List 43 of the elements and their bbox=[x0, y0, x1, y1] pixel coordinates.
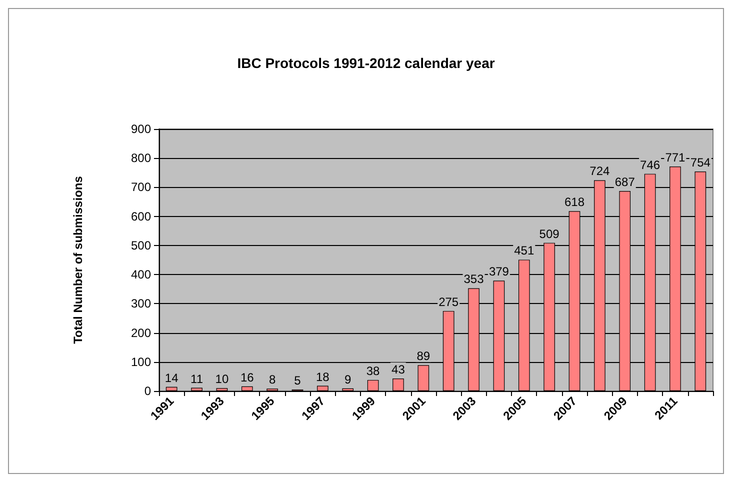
data-label: 353 bbox=[464, 272, 484, 286]
y-tick-label: 500 bbox=[130, 238, 152, 252]
data-label: 89 bbox=[416, 349, 430, 364]
data-label: 746 bbox=[640, 158, 660, 172]
bar bbox=[367, 380, 379, 391]
y-tick-label: 700 bbox=[130, 180, 152, 194]
data-label: 14 bbox=[164, 370, 179, 385]
y-tick-label: 300 bbox=[130, 296, 152, 311]
bar bbox=[241, 386, 253, 391]
y-tick-label: 200 bbox=[130, 326, 152, 340]
y-tick-label: 900 bbox=[130, 122, 152, 136]
data-label: 687 bbox=[614, 175, 636, 190]
data-label: 618 bbox=[564, 195, 585, 210]
data-label: 10 bbox=[215, 372, 229, 386]
bar bbox=[317, 386, 328, 391]
bar bbox=[392, 378, 404, 391]
bar bbox=[191, 388, 202, 391]
data-label: 275 bbox=[438, 294, 459, 309]
bar bbox=[342, 388, 354, 391]
data-label: 451 bbox=[514, 244, 534, 258]
y-tick-label: 400 bbox=[130, 268, 152, 282]
data-label: 8 bbox=[268, 372, 276, 387]
data-label: 5 bbox=[294, 374, 302, 388]
data-label: 509 bbox=[539, 226, 560, 241]
bar bbox=[418, 365, 430, 391]
bar bbox=[166, 386, 178, 391]
data-label: 771 bbox=[665, 150, 686, 165]
data-label: 18 bbox=[316, 370, 330, 384]
y-tick-label: 0 bbox=[144, 384, 152, 398]
data-label: 43 bbox=[392, 362, 406, 376]
bar bbox=[216, 388, 228, 391]
chart-title: IBC Protocols 1991-2012 calendar year bbox=[237, 55, 496, 71]
data-label: 379 bbox=[488, 264, 510, 279]
data-label: 9 bbox=[344, 372, 352, 386]
data-label: 754 bbox=[690, 156, 711, 170]
data-label: 38 bbox=[366, 364, 380, 378]
data-label: 16 bbox=[240, 370, 254, 384]
y-tick-label: 600 bbox=[130, 209, 152, 224]
y-tick-label: 800 bbox=[130, 151, 152, 166]
y-axis-title: Total Number of submissions bbox=[71, 176, 85, 344]
data-label: 724 bbox=[590, 164, 610, 178]
data-label: 11 bbox=[190, 372, 204, 386]
y-tick-label: 100 bbox=[130, 354, 152, 369]
